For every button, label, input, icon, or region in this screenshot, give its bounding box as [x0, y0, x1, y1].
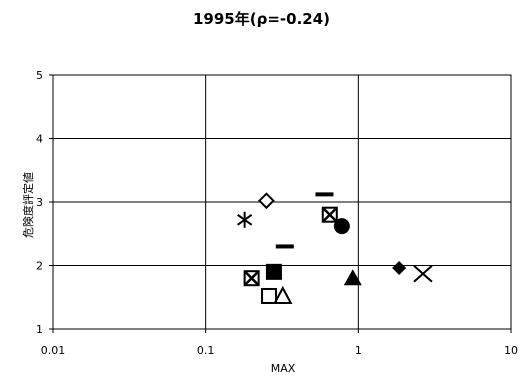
data-point-triangle-open	[273, 285, 293, 304]
data-point-x	[413, 265, 433, 283]
data-point-dash	[315, 192, 334, 197]
data-point-diamond-filled	[392, 261, 407, 276]
data-point-x-square	[243, 270, 260, 287]
y-tick-label: 1	[36, 323, 43, 336]
x-tick-label: 0.1	[197, 344, 215, 357]
y-tick-label: 2	[36, 260, 43, 273]
data-point-asterisk	[237, 211, 253, 228]
y-tick-label: 3	[36, 196, 43, 209]
chart-title: 1995年(ρ=-0.24)	[193, 10, 330, 28]
y-tick-label: 4	[36, 133, 43, 146]
data-point-square-open	[261, 287, 278, 304]
x-tick-label: 1	[355, 344, 362, 357]
x-tick-label: 0.01	[41, 344, 66, 357]
data-point-square-filled	[265, 263, 282, 280]
x-tick-label: 10	[504, 344, 518, 357]
data-point-dash	[275, 244, 294, 249]
y-tick-label: 5	[36, 69, 43, 82]
data-point-circle-filled	[333, 218, 350, 235]
data-point-triangle-filled	[343, 269, 362, 286]
x-axis-label: MAX	[270, 362, 296, 375]
data-point-diamond-open	[258, 192, 275, 210]
data-point-x-square	[321, 206, 338, 223]
